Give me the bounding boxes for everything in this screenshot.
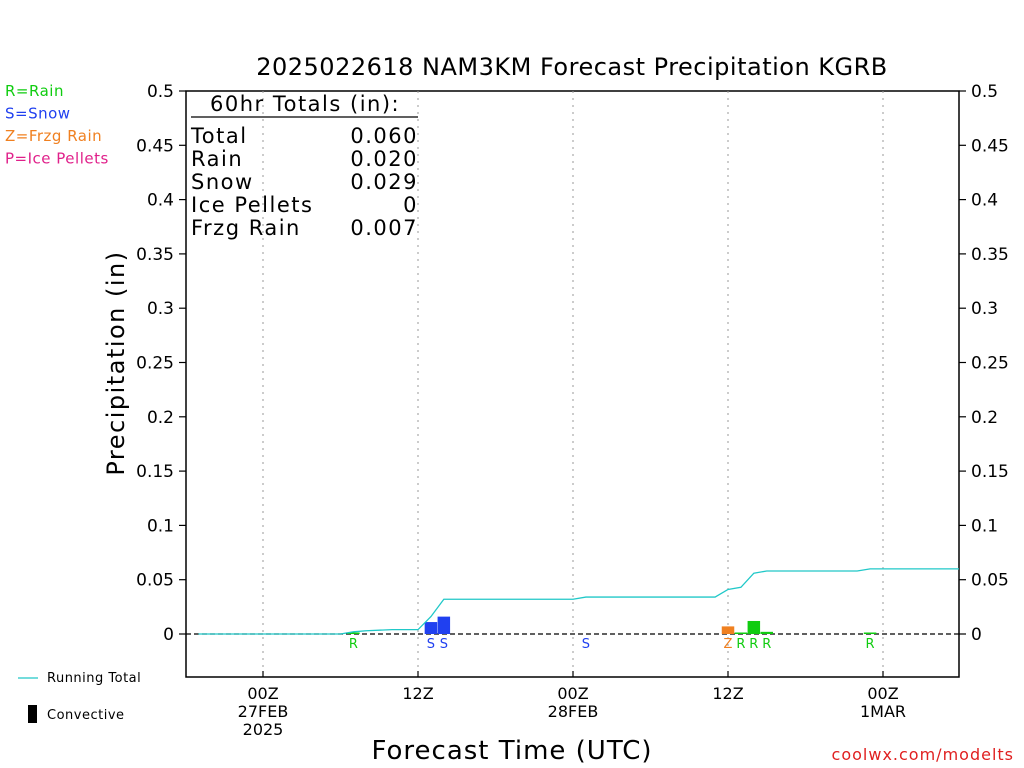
precip-bar <box>347 632 360 634</box>
y-tick-label: 0.35 <box>136 245 174 265</box>
precip-bar <box>734 632 748 634</box>
precip-bar <box>424 622 438 634</box>
precip-type-legend-item: R=Rain <box>5 82 64 100</box>
y-tick-label-right: 0.5 <box>971 82 998 102</box>
totals-row-label: Ice Pellets <box>191 193 313 217</box>
totals-row-value: 0.060 <box>350 124 418 148</box>
precip-type-legend-item: S=Snow <box>5 105 71 123</box>
x-tick-label: 27FEB <box>238 702 289 721</box>
y-axis-right: 0 0.05 0.1 0.15 0.2 0.25 0.3 0.35 0.4 0.45 0.5 <box>959 82 1009 645</box>
y-tick-label: 0.2 <box>147 408 174 428</box>
precip-bar <box>863 632 877 634</box>
y-tick-label-right: 0.2 <box>971 408 998 428</box>
y-tick-label: 0.15 <box>136 462 174 482</box>
y-tick-label-right: 0.25 <box>971 354 1009 374</box>
y-tick-label-right: 0.1 <box>971 516 998 536</box>
x-tick-label: 2025 <box>243 720 284 739</box>
chart-title: 2025022618 NAM3KM Forecast Precipitation… <box>256 53 888 81</box>
y-tick-label-right: 0.35 <box>971 245 1009 265</box>
precip-bar <box>721 626 735 634</box>
x-tick-label: 28FEB <box>548 702 599 721</box>
totals-row-label: Rain <box>191 147 243 171</box>
precip-type-label: S <box>440 637 448 652</box>
y-tick-label-right: 0.15 <box>971 462 1009 482</box>
precip-type-label: S <box>582 637 590 652</box>
precip-bar <box>747 620 761 634</box>
y-tick-label: 0.05 <box>136 571 174 591</box>
precip-type-label: R <box>749 637 758 652</box>
x-tick-label: 00Z <box>867 684 898 703</box>
precip-bar <box>437 616 451 634</box>
precip-bar <box>760 631 773 634</box>
credit-text: coolwx.com/modelts <box>832 745 1014 764</box>
totals-row-value: 0.020 <box>350 147 418 171</box>
y-tick-label: 0.1 <box>147 516 174 536</box>
totals-row-value: 0.029 <box>350 170 418 194</box>
y-tick-label: 0.5 <box>147 82 174 102</box>
running-total-legend-label: Running Total <box>47 671 141 686</box>
x-axis-label: Forecast Time (UTC) <box>371 736 652 766</box>
precip-type-label: Z <box>724 637 733 652</box>
totals-row-label: Frzg Rain <box>191 216 301 240</box>
precip-type-legend-item: Z=Frzg Rain <box>5 127 102 145</box>
x-tick-label: 00Z <box>557 684 588 703</box>
totals-header: 60hr Totals (in): <box>210 92 400 116</box>
y-tick-label-right: 0.3 <box>971 299 998 319</box>
y-tick-label: 0.25 <box>136 354 174 374</box>
y-tick-label: 0.4 <box>147 191 174 211</box>
x-tick-label: 00Z <box>247 684 278 703</box>
y-tick-label-right: 0.4 <box>971 191 998 211</box>
totals-row-value: 0.007 <box>350 216 418 240</box>
y-tick-label-right: 0.05 <box>971 571 1009 591</box>
y-axis-left: 0 0.05 0.1 0.15 0.2 0.25 0.3 0.35 0.4 0.45 0.5 <box>136 82 186 645</box>
y-tick-label: 0 <box>163 625 174 645</box>
y-tick-label: 0.3 <box>147 299 174 319</box>
precip-type-label: R <box>866 637 875 652</box>
y-tick-label-right: 0 <box>971 625 982 645</box>
y-axis-label: Precipitation (in) <box>102 250 130 475</box>
totals-row-value: 0 <box>403 193 418 217</box>
x-tick-label: 12Z <box>712 684 743 703</box>
precip-type-label: R <box>736 637 745 652</box>
totals-row-label: Snow <box>191 170 254 194</box>
convective-legend-label: Convective <box>47 708 125 723</box>
y-tick-label-right: 0.45 <box>971 136 1009 156</box>
totals-box: 60hr Totals (in): Total 0.060 Rain 0.020 Sno… <box>190 92 418 240</box>
x-tick-label: 12Z <box>402 684 433 703</box>
precip-type-label: R <box>349 637 358 652</box>
x-tick-label: 1MAR <box>860 702 906 721</box>
precip-type-label: S <box>427 637 435 652</box>
running-total-line <box>198 568 959 635</box>
totals-row-label: Total <box>190 124 248 148</box>
precip-type-legend: R=Rain S=Snow Z=Frzg Rain P=Ice Pellets <box>5 82 109 168</box>
precip-type-label: R <box>762 637 771 652</box>
precipitation-bars <box>347 616 877 634</box>
convective-legend-swatch <box>28 705 37 723</box>
y-tick-label: 0.45 <box>136 136 174 156</box>
precip-type-legend-item: P=Ice Pellets <box>5 150 109 168</box>
